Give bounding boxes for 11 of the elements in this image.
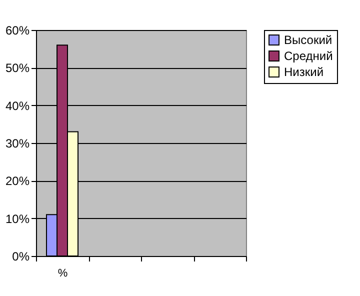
x-tick-label: % — [58, 268, 68, 280]
y-tick-label: 10% — [5, 212, 30, 226]
legend-label: Высокий — [284, 33, 332, 47]
y-tick-label: 0% — [12, 250, 30, 264]
legend-label: Низкий — [284, 65, 324, 79]
y-tick-label: 50% — [5, 61, 30, 76]
y-tick-label: 20% — [5, 174, 30, 188]
legend-label: Средний — [284, 49, 333, 63]
y-tick-label: 30% — [5, 136, 30, 150]
y-tick-label: 60% — [5, 24, 30, 38]
y-tick-label: 40% — [5, 98, 30, 113]
